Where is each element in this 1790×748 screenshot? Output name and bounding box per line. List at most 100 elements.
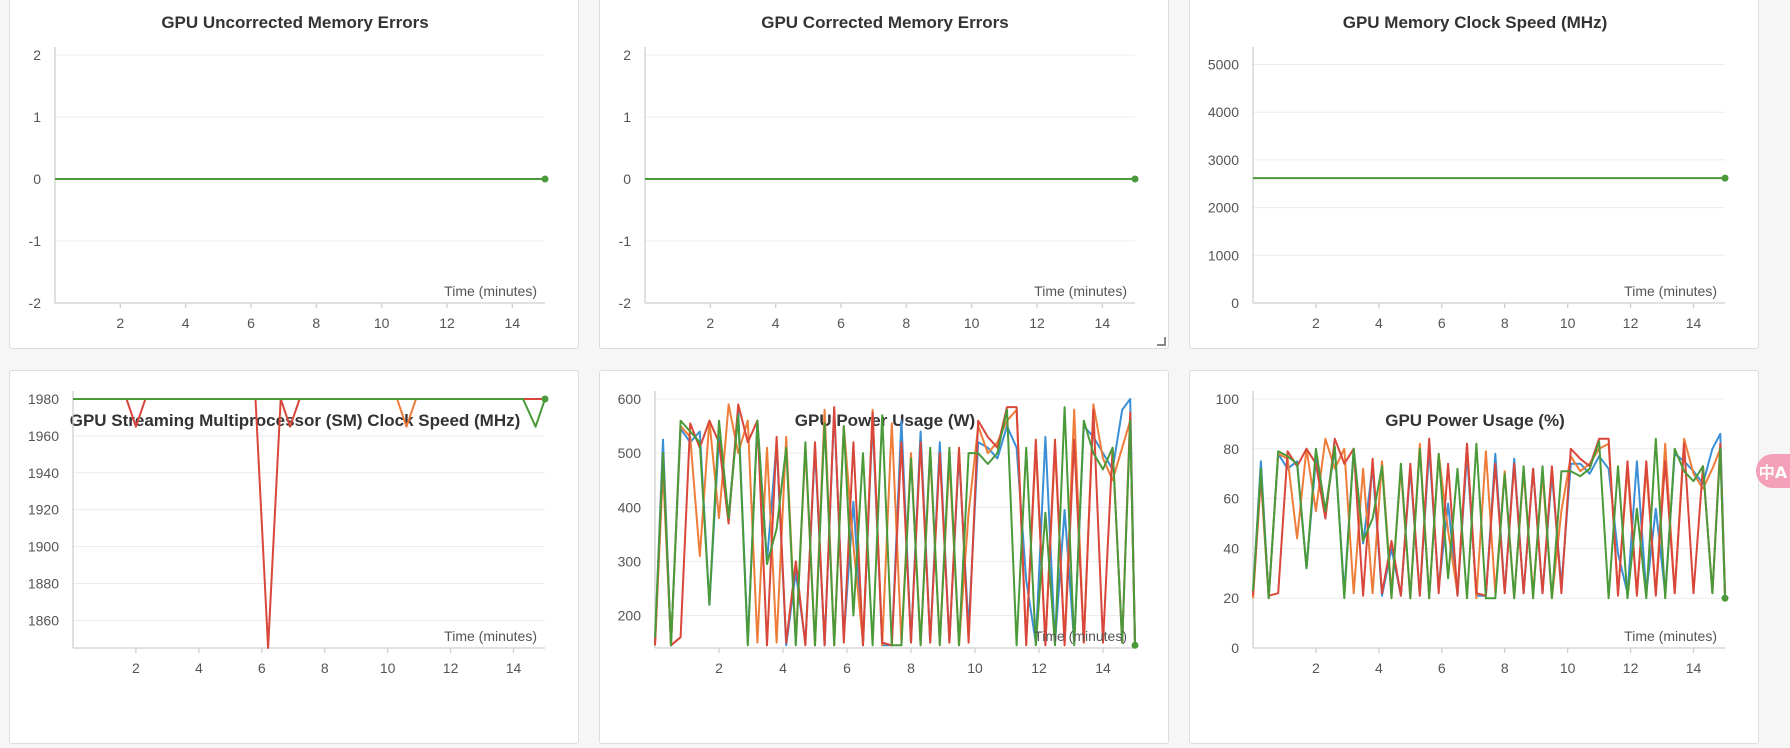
end-point-marker [541,395,549,403]
x-tick-label: 8 [902,315,910,331]
x-tick-label: 2 [1312,315,1320,331]
x-tick-label: 12 [439,315,455,331]
y-tick-label: 1960 [28,428,59,444]
end-point-marker [1721,174,1729,182]
y-tick-label: -2 [619,295,632,311]
y-tick-label: -1 [29,233,42,249]
y-tick-label: 20 [1223,590,1239,606]
x-tick-label: 14 [1095,315,1111,331]
x-tick-label: 10 [964,315,980,331]
x-tick-label: 2 [1312,660,1320,676]
x-tick-label: 2 [116,315,124,331]
end-point-marker [1131,641,1139,649]
x-tick-label: 4 [182,315,190,331]
y-tick-label: 0 [1231,295,1239,311]
x-tick-label: 12 [1029,315,1045,331]
y-tick-label: 1880 [28,575,59,591]
x-tick-label: 6 [843,660,851,676]
x-tick-label: 2 [715,660,723,676]
x-tick-label: 4 [195,660,203,676]
x-tick-label: 10 [967,660,983,676]
x-tick-label: 14 [506,660,522,676]
end-point-marker [1131,175,1139,183]
y-tick-label: 1980 [28,391,59,407]
chart-title: GPU Memory Clock Speed (MHz) [1343,13,1608,32]
translate-icon[interactable]: 中A [1756,454,1790,488]
y-tick-label: 1000 [1208,247,1239,263]
y-tick-label: 2000 [1208,200,1239,216]
x-tick-label: 8 [1501,660,1509,676]
x-tick-label: 12 [443,660,459,676]
x-tick-label: 4 [779,660,787,676]
y-tick-label: 500 [618,445,642,461]
chart-panel-sm-clock-speed: GPU Streaming Multiprocessor (SM) Clock … [9,370,579,744]
chart-panel-power-usage-percent: GPU Power Usage (%) 0 20 40 60 80 100 2 4 6 8 10 12 1… [1189,370,1759,744]
y-tick-label: -1 [619,233,632,249]
chart-panel-power-usage-watts: GPU Power Usage (W) 200 300 400 500 600 2 4 6 8 10… [599,370,1169,744]
x-tick-label: 8 [907,660,915,676]
y-tick-label: 600 [618,391,642,407]
x-tick-label: 2 [706,315,714,331]
x-tick-label: 12 [1623,315,1639,331]
y-tick-label: 1900 [28,539,59,555]
series-line-4 [1252,437,1726,600]
x-axis-title: Time (minutes) [444,283,537,299]
y-tick-label: 1920 [28,502,59,518]
x-tick-label: 4 [1375,315,1383,331]
series-line-3 [73,398,545,649]
x-tick-label: 6 [837,315,845,331]
x-tick-label: 14 [505,315,521,331]
end-point-marker [541,175,549,183]
chart-power-usage-percent: GPU Power Usage (%) 0 20 40 60 80 100 2 4 6 8 10 12 1… [1216,391,1729,676]
series-line-4 [654,406,1136,647]
y-tick-label: 80 [1223,441,1239,457]
y-tick-label: 1 [623,109,631,125]
x-tick-label: 14 [1095,660,1111,676]
x-tick-label: 4 [772,315,780,331]
x-tick-label: 6 [1438,660,1446,676]
y-tick-label: 0 [33,171,41,187]
chart-title: GPU Power Usage (%) [1385,411,1565,430]
y-tick-label: -2 [29,295,42,311]
chart-power-usage-watts: GPU Power Usage (W) 200 300 400 500 600 2 4 6 8 10… [618,391,1139,676]
chart-title: GPU Uncorrected Memory Errors [161,13,428,32]
x-tick-label: 12 [1623,660,1639,676]
y-tick-label: 300 [618,553,642,569]
y-tick-label: 400 [618,499,642,515]
x-tick-label: 6 [1438,315,1446,331]
x-axis-title: Time (minutes) [1624,628,1717,644]
x-tick-label: 6 [247,315,255,331]
y-tick-label: 100 [1216,391,1240,407]
x-tick-label: 4 [1375,660,1383,676]
x-tick-label: 14 [1686,660,1702,676]
x-tick-label: 8 [1501,315,1509,331]
chart-sm-clock-speed: GPU Streaming Multiprocessor (SM) Clock … [28,391,549,676]
chart-memory-clock-speed: GPU Memory Clock Speed (MHz) 0 1000 2000 300… [1208,13,1729,331]
y-tick-label: 60 [1223,491,1239,507]
x-tick-label: 12 [1031,660,1047,676]
x-tick-label: 6 [258,660,266,676]
y-tick-label: 0 [1231,640,1239,656]
x-tick-label: 14 [1686,315,1702,331]
resize-handle-icon[interactable] [1157,337,1166,346]
y-tick-label: 5000 [1208,57,1239,73]
x-axis-title: Time (minutes) [444,628,537,644]
chart-panel-corrected-memory-errors: GPU Corrected Memory Errors -2 -1 0 1 2 2 4 6 8 10… [599,0,1169,349]
y-tick-label: 40 [1223,540,1239,556]
x-tick-label: 2 [132,660,140,676]
end-point-marker [1721,594,1729,602]
chart-panel-memory-clock-speed: GPU Memory Clock Speed (MHz) 0 1000 2000 300… [1189,0,1759,349]
y-tick-label: 3000 [1208,152,1239,168]
y-tick-label: 1860 [28,612,59,628]
x-axis-title: Time (minutes) [1624,283,1717,299]
x-tick-label: 8 [321,660,329,676]
y-tick-label: 4000 [1208,104,1239,120]
series-line-4 [73,398,546,428]
x-tick-label: 10 [380,660,396,676]
x-tick-label: 10 [374,315,390,331]
x-tick-label: 8 [312,315,320,331]
x-tick-label: 10 [1560,660,1576,676]
chart-title: GPU Power Usage (W) [795,411,975,430]
